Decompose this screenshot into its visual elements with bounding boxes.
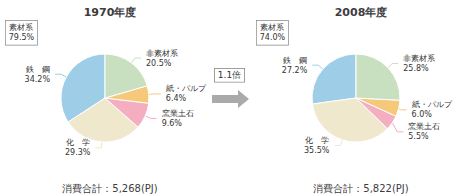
svg-text:窯業土石: 窯業土石	[162, 109, 194, 118]
svg-text:2008年度: 2008年度	[335, 6, 388, 19]
svg-text:非素材系: 非素材系	[403, 54, 435, 63]
svg-text:窯業土石: 窯業土石	[408, 122, 440, 131]
svg-text:化 学: 化 学	[66, 138, 90, 147]
svg-text:鉄 鋼: 鉄 鋼	[283, 56, 307, 65]
svg-text:消費合計：5,268(PJ): 消費合計：5,268(PJ)	[62, 183, 158, 194]
svg-text:79.5%: 79.5%	[9, 33, 35, 42]
svg-text:素材系: 素材系	[9, 23, 33, 32]
svg-text:29.3%: 29.3%	[65, 148, 91, 157]
svg-text:27.2%: 27.2%	[282, 66, 308, 75]
svg-text:消費合計：5,822(PJ): 消費合計：5,822(PJ)	[313, 183, 409, 194]
svg-text:鉄 鋼: 鉄 鋼	[26, 65, 50, 74]
svg-text:20.5%: 20.5%	[146, 59, 172, 68]
svg-text:紙・パルプ: 紙・パルプ	[166, 84, 207, 93]
svg-text:紙・パルプ: 紙・パルプ	[412, 100, 453, 109]
svg-text:非素材系: 非素材系	[146, 49, 178, 58]
svg-text:化 学: 化 学	[305, 136, 329, 145]
svg-text:6.4%: 6.4%	[166, 94, 187, 103]
svg-text:34.2%: 34.2%	[25, 75, 51, 84]
svg-text:74.0%: 74.0%	[260, 33, 286, 42]
svg-text:9.6%: 9.6%	[162, 119, 183, 128]
svg-text:素材系: 素材系	[260, 23, 284, 32]
svg-text:6.0%: 6.0%	[412, 110, 433, 119]
svg-text:1970年度: 1970年度	[84, 6, 137, 19]
svg-text:1.1倍: 1.1倍	[218, 70, 241, 80]
svg-text:5.5%: 5.5%	[408, 132, 429, 141]
svg-text:25.8%: 25.8%	[403, 64, 429, 73]
svg-text:35.5%: 35.5%	[304, 146, 330, 155]
